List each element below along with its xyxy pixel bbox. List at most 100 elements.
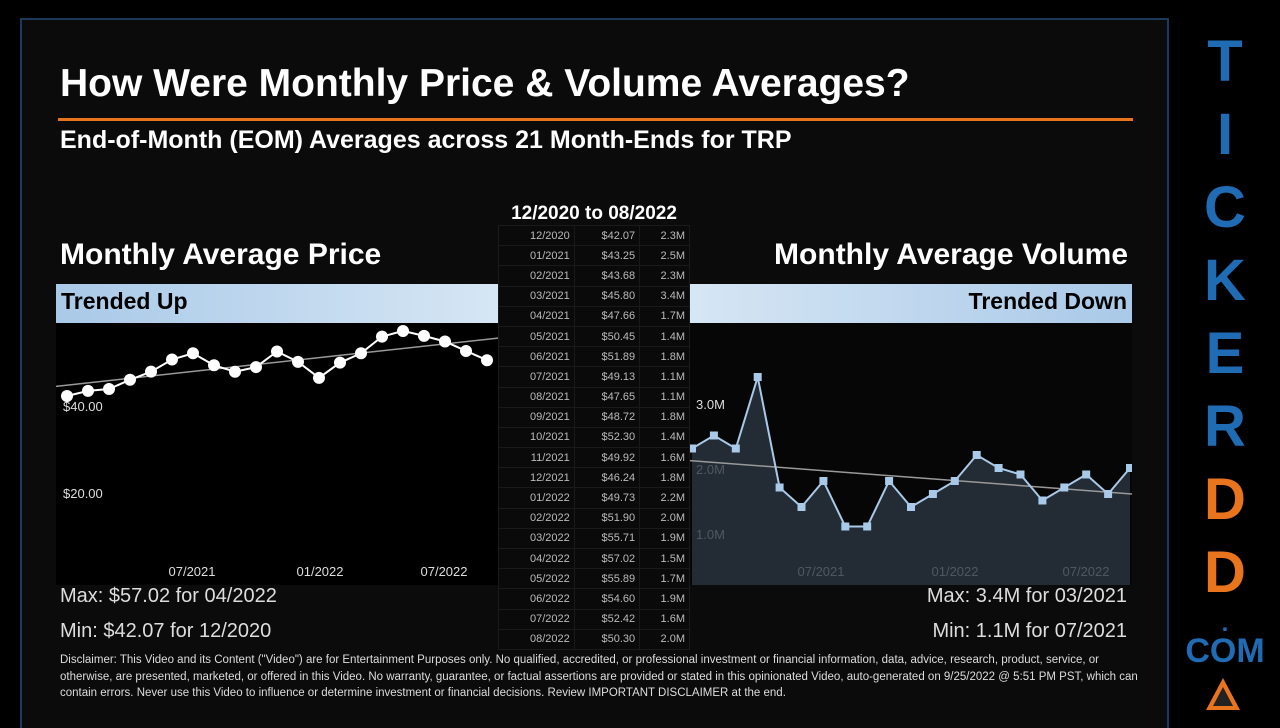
data-point — [82, 384, 94, 397]
price-max: Max: $57.02 for 04/2022 — [60, 585, 277, 607]
cell-price: $50.30 — [573, 628, 641, 650]
table-row: 11/2021 $49.92 1.6M — [498, 447, 690, 469]
data-point — [994, 464, 1003, 472]
cell-price: $42.07 — [573, 224, 641, 247]
data-point — [731, 444, 740, 453]
brand-letter: . — [1221, 610, 1229, 637]
data-point — [907, 503, 915, 511]
data-point — [1038, 496, 1047, 505]
data-point — [709, 431, 718, 440]
cell-price: $50.45 — [573, 325, 641, 348]
cell-volume: 3.4M — [639, 285, 690, 307]
cell-volume: 2.3M — [639, 265, 690, 287]
table-row: 01/2022 $49.73 2.2M — [498, 487, 690, 509]
title-divider — [58, 118, 1133, 121]
cell-price: $57.02 — [573, 547, 641, 570]
data-point — [753, 373, 762, 381]
table-row: 06/2021 $51.89 1.8M — [498, 346, 690, 368]
brand-letter: T — [1207, 29, 1243, 94]
table-row: 06/2022 $54.60 1.9M — [498, 588, 690, 610]
cell-month: 09/2021 — [498, 406, 575, 428]
table-row: 03/2021 $45.80 3.4M — [498, 285, 690, 307]
page-title: How Were Monthly Price & Volume Averages… — [60, 62, 910, 105]
cell-volume: 1.9M — [639, 588, 690, 610]
data-point — [355, 347, 367, 360]
page-subtitle: End-of-Month (EOM) Averages across 21 Mo… — [60, 126, 792, 154]
cell-month: 02/2022 — [498, 507, 575, 529]
cell-volume: 1.4M — [639, 325, 690, 348]
cell-month: 08/2022 — [498, 628, 575, 650]
brand-letter: C — [1204, 175, 1246, 240]
data-point — [418, 329, 430, 342]
x-tick-label: 07/2021 — [169, 564, 216, 579]
table-row: 10/2021 $52.30 1.4M — [498, 426, 690, 449]
cell-month: 03/2021 — [498, 285, 575, 307]
cell-volume: 1.9M — [639, 527, 690, 550]
data-point — [775, 483, 784, 492]
cell-price: $47.66 — [573, 305, 641, 327]
data-point — [1060, 483, 1069, 492]
data-point — [1126, 464, 1132, 472]
data-point — [439, 335, 451, 348]
cell-volume: 1.8M — [639, 346, 690, 368]
table-row: 04/2021 $47.66 1.7M — [498, 305, 690, 327]
data-point — [292, 355, 304, 368]
data-point — [841, 522, 850, 531]
x-tick-label: 07/2022 — [421, 564, 468, 579]
cell-price: $54.60 — [573, 588, 641, 610]
cell-month: 07/2022 — [498, 608, 575, 630]
cell-volume: 1.1M — [639, 386, 690, 408]
table-row: 02/2021 $43.68 2.3M — [498, 265, 690, 287]
cell-month: 10/2021 — [498, 426, 575, 449]
data-point — [972, 451, 981, 459]
price-min: Min: $42.07 for 12/2020 — [60, 620, 272, 642]
volume-min: Min: 1.1M for 07/2021 — [932, 620, 1127, 642]
cell-price: $49.92 — [573, 447, 641, 469]
data-point — [797, 503, 806, 511]
table-row: 07/2021 $49.13 1.1M — [498, 366, 690, 388]
cell-volume: 2.2M — [639, 487, 690, 509]
price-panel-title: Monthly Average Price — [60, 238, 382, 271]
table-row: 08/2021 $47.65 1.1M — [498, 386, 690, 408]
data-point — [124, 373, 136, 386]
cell-price: $55.89 — [573, 568, 641, 590]
volume-area — [692, 377, 1130, 585]
cell-price: $43.25 — [573, 245, 641, 267]
brand-letter: I — [1216, 102, 1234, 167]
trendline — [56, 337, 498, 388]
cell-price: $52.30 — [573, 426, 641, 449]
price-chart: $40.00 $20.00 07/2021 01/2022 07/2022 — [56, 323, 498, 585]
cell-month: 02/2021 — [498, 265, 575, 287]
disclaimer: Disclaimer: This Video and its Content (… — [60, 654, 1138, 699]
data-point — [166, 353, 178, 366]
cell-volume: 2.5M — [639, 245, 690, 267]
data-point — [690, 444, 696, 453]
data-point — [460, 344, 472, 357]
cell-price: $46.24 — [573, 467, 641, 489]
data-point — [376, 330, 388, 343]
cell-month: 08/2021 — [498, 386, 575, 408]
volume-trend-badge: Trended Down — [690, 284, 1132, 323]
data-point — [928, 490, 937, 498]
data-point — [863, 522, 872, 531]
cell-month: 04/2021 — [498, 305, 575, 327]
data-point — [1104, 490, 1113, 498]
cell-volume: 2.3M — [639, 224, 690, 247]
table-row: 05/2021 $50.45 1.4M — [498, 325, 690, 348]
data-point — [334, 356, 346, 369]
data-point — [271, 345, 283, 358]
cell-volume: 1.7M — [639, 568, 690, 590]
cell-price: $51.90 — [573, 507, 641, 529]
cell-price: $55.71 — [573, 527, 641, 550]
table-row: 04/2022 $57.02 1.5M — [498, 547, 690, 570]
cell-price: $47.65 — [573, 386, 641, 408]
cell-volume: 1.6M — [639, 608, 690, 630]
table-row: 02/2022 $51.90 2.0M — [498, 507, 690, 529]
cell-price: $43.68 — [573, 265, 641, 287]
cell-month: 06/2021 — [498, 346, 575, 368]
brand-suffix: COM — [1185, 632, 1265, 670]
cell-month: 06/2022 — [498, 588, 575, 610]
data-point — [885, 477, 894, 485]
x-tick-label: 01/2022 — [297, 564, 344, 579]
